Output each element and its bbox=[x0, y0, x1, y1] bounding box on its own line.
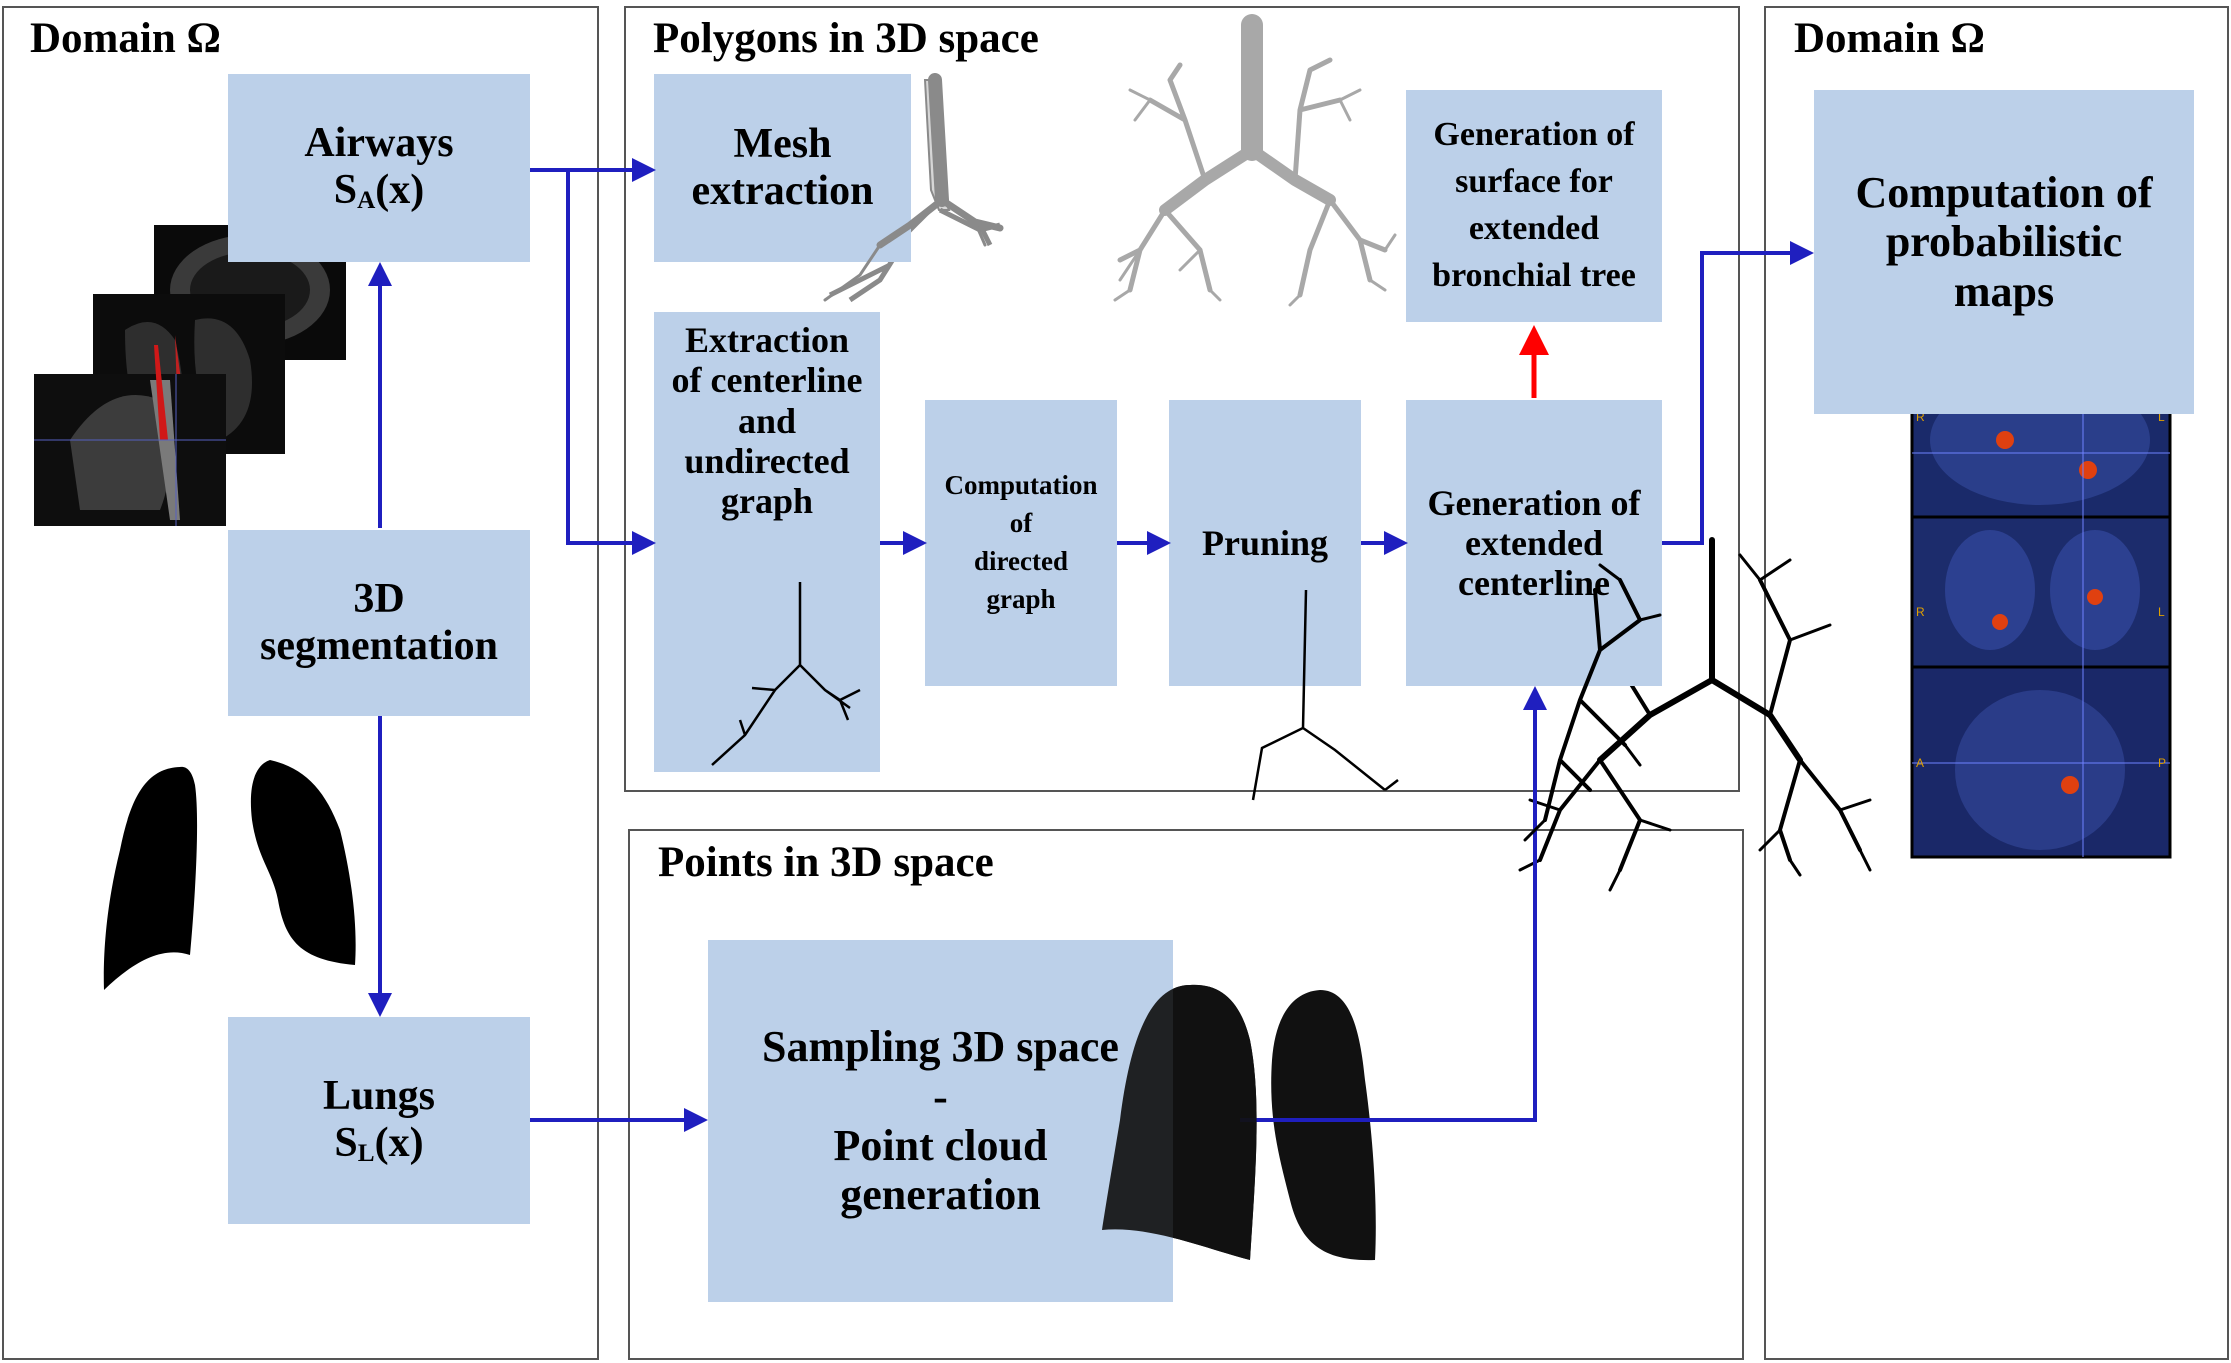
airways-label: Airways bbox=[304, 120, 454, 167]
sampling-line1: Sampling 3D space bbox=[762, 1022, 1119, 1072]
panel-title-domain-right: Domain Ω bbox=[1794, 15, 1985, 62]
pruned-graph-icon bbox=[1251, 589, 1399, 801]
bronchial-tree-icon bbox=[1113, 14, 1397, 307]
surface-line3: extended bbox=[1468, 210, 1600, 247]
ct-label-r2: R bbox=[1916, 605, 1925, 619]
panel-title-points: Points in 3D space bbox=[658, 839, 994, 886]
point-cloud-overlay-icon bbox=[1102, 984, 1257, 1260]
ext-centerline-line1: Generation of bbox=[1427, 482, 1641, 523]
surface-line4: bronchial tree bbox=[1432, 256, 1636, 294]
pruning-box: Pruning bbox=[1169, 400, 1361, 686]
arrow-sampling-to-extended bbox=[1240, 686, 1547, 1122]
surface-line1: Generation of bbox=[1433, 116, 1635, 154]
probabilistic-line1: Computation of bbox=[1855, 168, 2153, 217]
ext-centerline-line3: centerline bbox=[1458, 563, 1610, 604]
lungs-formula: SL(x) bbox=[334, 1119, 424, 1167]
segmentation-box: 3D segmentation bbox=[228, 530, 530, 716]
lungs-box: Lungs SL(x) bbox=[228, 1017, 530, 1224]
segmentation-line1: 3D bbox=[353, 575, 405, 622]
surface-generation-box: Generation of surface for extended bronchia… bbox=[1406, 90, 1662, 322]
panel-title-polygons: Polygons in 3D space bbox=[653, 15, 1039, 62]
ext-centerline-line2: extended bbox=[1465, 522, 1603, 563]
ct-label-l1: L bbox=[2158, 410, 2165, 424]
sampling-line4: generation bbox=[840, 1170, 1041, 1220]
centerline-graph-icon bbox=[711, 582, 861, 766]
sampling-line2: - bbox=[933, 1071, 948, 1121]
probabilistic-maps-box: Computation of probabilistic maps bbox=[1814, 90, 2194, 414]
directed-line3: directed bbox=[974, 546, 1068, 576]
arrow-airways-to-centerline bbox=[566, 170, 656, 555]
ct-label-l2: L bbox=[2158, 605, 2165, 619]
centerline-line3: and bbox=[737, 400, 797, 441]
lung-mask-icon bbox=[103, 760, 356, 990]
extended-centerline-box: Generation of extended centerline bbox=[1406, 400, 1662, 686]
directed-graph-box: Computation of directed graph bbox=[925, 400, 1117, 686]
centerline-extraction-box: Extraction of centerline and undirected grap… bbox=[654, 312, 880, 772]
lungs-label: Lungs bbox=[322, 1072, 436, 1119]
probabilistic-line3: maps bbox=[1953, 266, 2055, 316]
panel-title-domain-left: Domain Ω bbox=[30, 15, 221, 62]
probabilistic-line2: probabilistic bbox=[1885, 217, 2123, 267]
mesh-line1: Mesh bbox=[733, 120, 832, 167]
airways-formula: SA(x) bbox=[333, 167, 425, 215]
mesh-line2: extraction bbox=[691, 168, 874, 214]
segmentation-line2: segmentation bbox=[260, 623, 498, 669]
bronchial-tree-overlay-icon bbox=[1523, 563, 1662, 842]
airways-box: Airways SA(x) bbox=[228, 74, 530, 262]
sampling-box: Sampling 3D space - Point cloud generation bbox=[708, 940, 1173, 1302]
ct-label-r1: R bbox=[1916, 410, 1925, 424]
mesh-extraction-box: Mesh extraction bbox=[654, 74, 911, 262]
pruning-line1: Pruning bbox=[1201, 522, 1329, 563]
centerline-line5: graph bbox=[720, 481, 813, 522]
centerline-line1: Extraction bbox=[685, 320, 849, 360]
centerline-line2: of centerline bbox=[671, 360, 863, 401]
directed-line1: Computation bbox=[944, 470, 1098, 501]
directed-line4: graph bbox=[986, 583, 1056, 614]
surface-line2: surface for bbox=[1455, 163, 1613, 201]
centerline-line4: undirected bbox=[684, 440, 850, 481]
airway-mesh-overlay-icon bbox=[823, 73, 1004, 302]
arrow-extended-to-probabilistic bbox=[1662, 241, 1814, 545]
directed-line2: of bbox=[1009, 508, 1033, 539]
sampling-line3: Point cloud bbox=[833, 1121, 1048, 1170]
ct-label-p: P bbox=[2158, 756, 2167, 770]
ct-label-a: A bbox=[1916, 756, 1925, 770]
